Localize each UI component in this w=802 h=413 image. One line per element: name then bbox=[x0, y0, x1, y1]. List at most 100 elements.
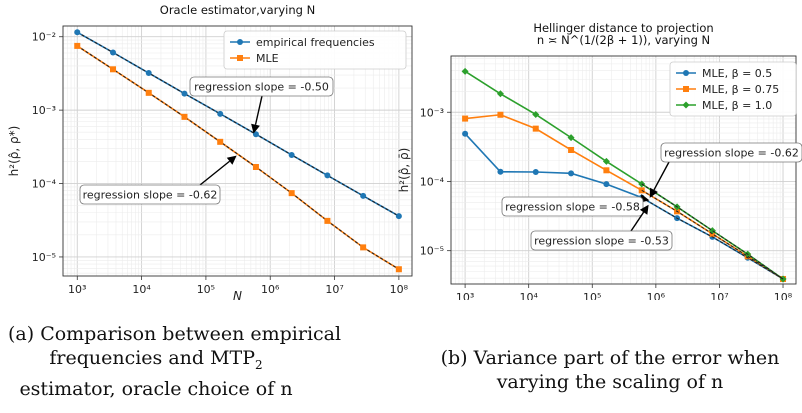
annotation-box bbox=[189, 76, 334, 97]
legend-marker bbox=[682, 101, 690, 109]
data-point bbox=[603, 167, 610, 174]
data-point bbox=[145, 89, 152, 96]
data-point bbox=[602, 157, 610, 165]
plot-frame bbox=[450, 55, 797, 285]
data-point bbox=[532, 110, 540, 118]
annotation: regression slope = -0.58 bbox=[501, 194, 650, 217]
chart-b: 10³ 10⁴ 10⁵ 10⁶ 10⁷ 10⁸ 10⁻⁵ 10⁻⁴ 10⁻³ Hellinger … bbox=[397, 21, 802, 300]
legend-marker bbox=[237, 55, 243, 61]
legend-label: MLE, β = 1.0 bbox=[702, 99, 772, 112]
caption-a: (a) Comparison between empirical frequen… bbox=[8, 322, 342, 401]
y-tick-label: 10⁻³ bbox=[32, 104, 56, 117]
annotation-box bbox=[501, 196, 644, 217]
legend-box bbox=[669, 61, 797, 117]
regression-line bbox=[641, 183, 784, 280]
annotation-arrowhead bbox=[639, 204, 649, 215]
data-point bbox=[217, 110, 224, 117]
annotation-label: regression slope = -0.62 bbox=[664, 147, 799, 160]
annotation-box bbox=[530, 230, 673, 251]
annotation: regression slope = -0.53 bbox=[530, 204, 673, 251]
data-point bbox=[181, 90, 188, 97]
legend: MLE, β = 0.5 MLE, β = 0.75 MLE, β = 1.0 bbox=[669, 61, 797, 117]
data-point bbox=[603, 181, 610, 188]
caption-a-line1: (a) Comparison between empirical bbox=[8, 323, 342, 345]
chart-subtitle: n ≍ N^(1/(2β + 1)), varying N bbox=[537, 33, 710, 47]
x-tick-label: 10⁷ bbox=[710, 291, 728, 300]
legend-label: MLE, β = 0.5 bbox=[702, 67, 772, 80]
caption-b: (b) Variance part of the error when vary… bbox=[440, 346, 780, 394]
data-point bbox=[395, 266, 402, 273]
annotation-label: regression slope = -0.53 bbox=[534, 235, 669, 248]
data-point bbox=[497, 168, 504, 175]
x-tick-label: 10⁴ bbox=[519, 291, 538, 300]
y-tick-label: 10⁻² bbox=[32, 31, 56, 44]
x-tick-label: 10³ bbox=[68, 283, 86, 296]
legend-label: empirical frequencies bbox=[256, 36, 375, 49]
data-point bbox=[181, 113, 188, 120]
data-point bbox=[110, 66, 117, 73]
data-point bbox=[324, 217, 331, 224]
figure: 10³ 10⁴ 10⁵ 10⁶ 10⁷ 10⁸ 10⁻⁵ 10⁻⁴ 10⁻³ 10⁻² Oracle… bbox=[7, 3, 802, 300]
x-tick-label: 10⁸ bbox=[774, 291, 793, 300]
annotation-box bbox=[660, 142, 802, 163]
data-point bbox=[252, 163, 259, 170]
x-tick-label: 10³ bbox=[456, 291, 474, 300]
data-point bbox=[360, 192, 367, 199]
x-axis-label: N bbox=[233, 289, 242, 300]
data-point bbox=[360, 244, 367, 251]
series-3 bbox=[461, 67, 787, 283]
data-point bbox=[288, 151, 295, 158]
data-point bbox=[288, 190, 295, 197]
data-point bbox=[324, 172, 331, 179]
annotation-arrow bbox=[630, 211, 645, 232]
x-tick-label: 10⁶ bbox=[647, 291, 666, 300]
x-tick-label: 10⁸ bbox=[390, 283, 409, 296]
caption-b-line1: (b) Variance part of the error when bbox=[440, 347, 780, 369]
data-point bbox=[145, 70, 152, 77]
y-axis-label: h²(ρ̂, ρ*) bbox=[7, 126, 21, 177]
x-tick-label: 10⁴ bbox=[132, 283, 151, 296]
data-point bbox=[217, 138, 224, 145]
regression-line bbox=[76, 31, 400, 217]
series-line bbox=[465, 113, 784, 280]
annotation: regression slope = -0.62 bbox=[79, 155, 237, 205]
annotation-arrowhead bbox=[251, 123, 260, 134]
data-point bbox=[568, 170, 575, 177]
chart-title: Hellinger distance to projection bbox=[533, 21, 713, 35]
chart-a: 10³ 10⁴ 10⁵ 10⁶ 10⁷ 10⁸ 10⁻⁵ 10⁻⁴ 10⁻³ 10⁻² Oracle… bbox=[7, 3, 413, 300]
chart-title: Oracle estimator,varying N bbox=[160, 3, 315, 17]
data-point bbox=[74, 29, 81, 36]
annotation-arrow bbox=[653, 161, 670, 191]
x-tick-label: 10⁶ bbox=[261, 283, 280, 296]
series-2 bbox=[74, 42, 402, 273]
data-point bbox=[497, 111, 504, 118]
data-point bbox=[395, 213, 402, 220]
data-point bbox=[532, 125, 539, 132]
data-point bbox=[496, 90, 504, 98]
data-point bbox=[532, 169, 539, 176]
y-tick-label: 10⁻⁵ bbox=[32, 251, 56, 264]
plot-frame bbox=[62, 25, 413, 277]
annotation: regression slope = -0.62 bbox=[649, 142, 802, 198]
data-point bbox=[110, 49, 117, 56]
annotation: regression slope = -0.50 bbox=[189, 76, 334, 134]
caption-b-line2: varying the scaling of n bbox=[496, 371, 724, 393]
legend-marker bbox=[237, 39, 243, 45]
annotation-label: regression slope = -0.58 bbox=[505, 201, 640, 214]
annotation-arrowhead bbox=[649, 187, 658, 198]
legend: empirical frequencies MLE bbox=[223, 30, 407, 70]
data-point bbox=[462, 130, 469, 137]
annotation-arrow bbox=[254, 95, 263, 125]
x-tick-label: 10⁷ bbox=[325, 283, 343, 296]
legend-marker bbox=[683, 70, 689, 76]
regression-line bbox=[641, 197, 784, 280]
regression-line bbox=[76, 45, 400, 270]
data-point bbox=[74, 42, 81, 49]
y-tick-label: 10⁻⁵ bbox=[420, 245, 444, 258]
y-tick-label: 10⁻⁴ bbox=[32, 178, 57, 191]
annotation-box bbox=[79, 184, 221, 205]
caption-a-line2: frequencies and MTP2 bbox=[49, 347, 263, 372]
x-tick-label: 10⁵ bbox=[583, 291, 601, 300]
x-tick-label: 10⁵ bbox=[197, 283, 215, 296]
regression-line bbox=[641, 189, 784, 280]
